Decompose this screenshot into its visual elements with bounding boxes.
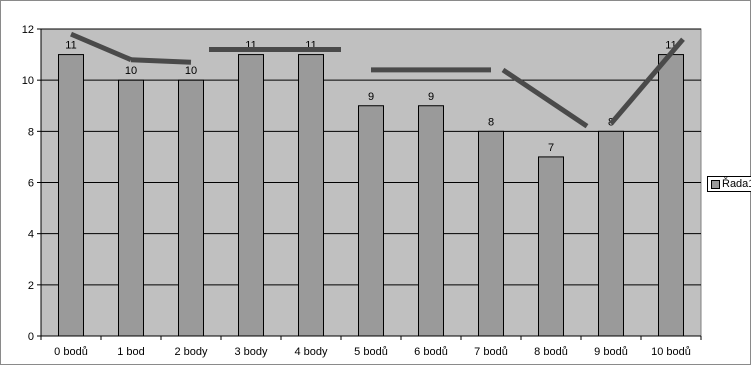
y-tick-label: 4 [28, 229, 34, 241]
x-tick-label: 9 bodů [594, 346, 628, 358]
bar [358, 105, 384, 337]
x-tick-label: 3 body [234, 346, 268, 358]
x-tick-label: 1 bod [117, 346, 145, 358]
data-label: 11 [665, 40, 676, 52]
data-label: 9 [428, 91, 434, 103]
bars [58, 54, 684, 337]
y-tick-label: 8 [28, 126, 34, 138]
overlay-line [609, 37, 685, 126]
y-tick-label: 12 [22, 24, 34, 36]
bar [658, 54, 684, 337]
y-tick-label: 10 [22, 75, 34, 87]
bar [298, 54, 324, 337]
x-tick-label: 8 bodů [534, 346, 568, 358]
data-label: 11 [245, 40, 256, 52]
x-tick-label: 0 bodů [54, 346, 88, 358]
data-label: 10 [185, 65, 197, 77]
bar [178, 79, 204, 337]
data-label: 9 [368, 91, 374, 103]
x-tick-label: 4 body [294, 346, 328, 358]
data-label: 11 [65, 40, 76, 52]
bar [478, 130, 504, 337]
bar [418, 105, 444, 337]
x-tick-label: 7 bodů [474, 346, 508, 358]
bar [118, 79, 144, 337]
bar [238, 54, 264, 337]
overlay-line [130, 57, 192, 65]
bar [58, 54, 84, 337]
y-tick-label: 6 [28, 178, 34, 190]
bar [538, 156, 564, 337]
axes: 0 2 4 6 8 10 12 0 bodů 1 bod 2 body 3 body 4 body 5 … [22, 24, 702, 358]
overlay-line [501, 67, 589, 129]
x-tick-label: 2 body [174, 346, 208, 358]
x-tick-label: 6 bodů [414, 346, 448, 358]
data-label: 7 [548, 142, 554, 154]
legend-swatch [711, 179, 720, 189]
overlay-line [70, 31, 132, 62]
legend: Řada1 [707, 176, 751, 192]
legend-label: Řada1 [722, 178, 751, 190]
overlay-lines [70, 31, 685, 129]
gridlines [41, 28, 701, 286]
x-tick-label: 10 bodů [651, 346, 691, 358]
y-tick-label: 2 [28, 280, 34, 292]
x-tick-label: 5 bodů [354, 346, 388, 358]
data-label: 10 [125, 65, 137, 77]
bar [598, 130, 624, 337]
data-label: 8 [488, 116, 494, 128]
data-label: 11 [305, 40, 316, 52]
y-tick-label: 0 [28, 331, 34, 343]
